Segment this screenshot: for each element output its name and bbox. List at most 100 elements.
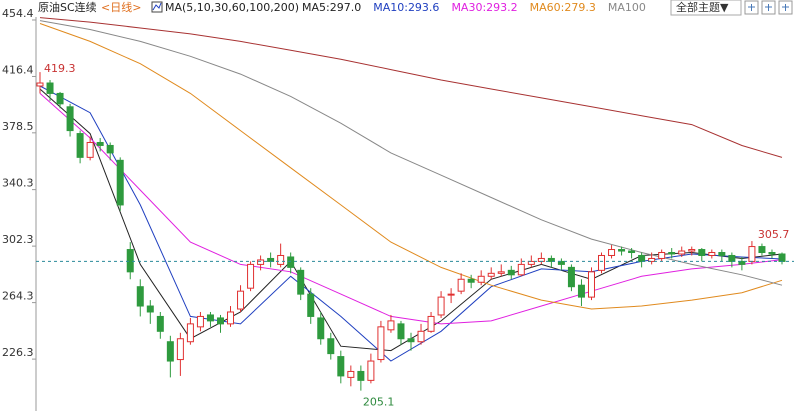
- candle-body: [718, 252, 726, 256]
- candle-body: [387, 320, 395, 331]
- candle-body: [447, 293, 455, 296]
- candle-body: [297, 269, 305, 295]
- ma-line: [39, 88, 783, 352]
- y-tick-label: 302.3: [2, 233, 34, 246]
- candle-body: [257, 259, 265, 265]
- candle-body: [367, 360, 375, 381]
- candle-body: [337, 356, 345, 377]
- candle-body: [287, 256, 295, 268]
- period: <日线>: [101, 0, 141, 14]
- y-tick-label: 454.4: [2, 7, 34, 20]
- ma-params: MA(5,10,30,60,100,200): [165, 1, 299, 14]
- y-tick-label: 264.3: [2, 290, 34, 303]
- candle-body: [196, 315, 204, 328]
- candle-body: [56, 92, 64, 105]
- candle-body: [778, 253, 786, 262]
- candle-body: [598, 254, 606, 271]
- candle-body: [738, 260, 746, 265]
- candle-body: [698, 249, 706, 256]
- candle-body: [527, 260, 535, 265]
- candle-body: [327, 338, 335, 355]
- y-tick-label: 226.3: [2, 346, 34, 359]
- candle-body: [688, 249, 696, 252]
- legend-entry: MA100: [608, 1, 646, 14]
- candle-body: [146, 305, 154, 313]
- candle-body: [417, 330, 425, 343]
- y-tick-label: 340.3: [2, 177, 34, 190]
- candle-body: [638, 254, 646, 262]
- header: 原油SC连续 <日线> MA(5,10,30,60,100,200) MA5:2…: [38, 0, 793, 16]
- candle-body: [176, 338, 184, 361]
- candle-body: [507, 269, 515, 276]
- candle-body: [216, 317, 224, 325]
- candle-body: [347, 370, 355, 378]
- legend: MA5:297.0 MA10:293.6 MA30:293.2 MA60:279.3 M…: [302, 1, 646, 14]
- ma-line: [39, 23, 783, 310]
- candle-body: [46, 82, 54, 94]
- candle-body: [628, 250, 636, 254]
- ma-line: [39, 93, 783, 325]
- candle-body: [66, 106, 74, 132]
- candle-body: [487, 272, 495, 277]
- candle-body: [76, 133, 84, 158]
- candle-body: [708, 252, 716, 256]
- legend-entry: MA60:279.3: [530, 1, 596, 14]
- candle-body: [317, 317, 325, 340]
- candle-body: [587, 271, 595, 298]
- candle-body: [567, 266, 575, 288]
- candle-body: [237, 290, 245, 310]
- candle-body: [648, 257, 656, 262]
- candle-body: [156, 315, 164, 332]
- candle-body: [36, 82, 44, 87]
- ma-line: [39, 17, 783, 158]
- candle-body: [577, 284, 585, 298]
- candle-body: [377, 326, 385, 361]
- candle-body: [477, 275, 485, 283]
- candle-body: [557, 260, 565, 265]
- candle-body: [206, 314, 214, 322]
- candle-body: [608, 249, 616, 256]
- low-annotation: 205.1: [363, 396, 395, 409]
- candle-body: [467, 278, 475, 283]
- candle-body: [96, 141, 104, 146]
- ma-icon-line: [152, 2, 162, 11]
- recent-high-annotation: 305.7: [758, 228, 790, 241]
- symbol: 原油SC连续: [38, 0, 97, 14]
- candle-body: [86, 141, 94, 158]
- theme-button[interactable]: [670, 0, 742, 16]
- candle-body: [748, 246, 756, 262]
- candle-body: [547, 257, 555, 262]
- candle-body: [768, 252, 776, 255]
- y-tick-label: 416.4: [2, 63, 34, 76]
- legend-entry: MA30:293.2: [451, 1, 517, 14]
- candle-body: [357, 370, 365, 381]
- candle-body: [397, 323, 405, 340]
- candle-body: [307, 293, 315, 317]
- y-tick-label: 378.5: [2, 120, 34, 133]
- candle-body: [247, 263, 255, 289]
- candle-body: [517, 263, 525, 276]
- theme-button-label[interactable]: 全部主题▼: [676, 0, 729, 14]
- candle-body: [116, 159, 124, 206]
- tool-icon-glyph: [748, 4, 789, 11]
- candle-body: [126, 249, 134, 273]
- legend-entry: MA5:297.0: [302, 1, 361, 14]
- candle-body: [166, 341, 174, 362]
- candle-body: [758, 246, 766, 254]
- candle-body: [497, 271, 505, 274]
- candle-body: [136, 286, 144, 307]
- ma-icon[interactable]: [151, 1, 163, 13]
- candle-body: [437, 296, 445, 316]
- candle-body: [227, 311, 235, 325]
- candle-body: [407, 338, 415, 343]
- candle-body: [186, 323, 194, 343]
- candle-body: [618, 249, 626, 252]
- candle-body: [427, 315, 435, 332]
- high-annotation: 419.3: [44, 62, 76, 75]
- candle-body: [668, 252, 676, 255]
- candle-body: [106, 144, 114, 154]
- candle-body: [658, 252, 666, 259]
- ma-line: [39, 20, 783, 286]
- ma-line: [39, 85, 783, 362]
